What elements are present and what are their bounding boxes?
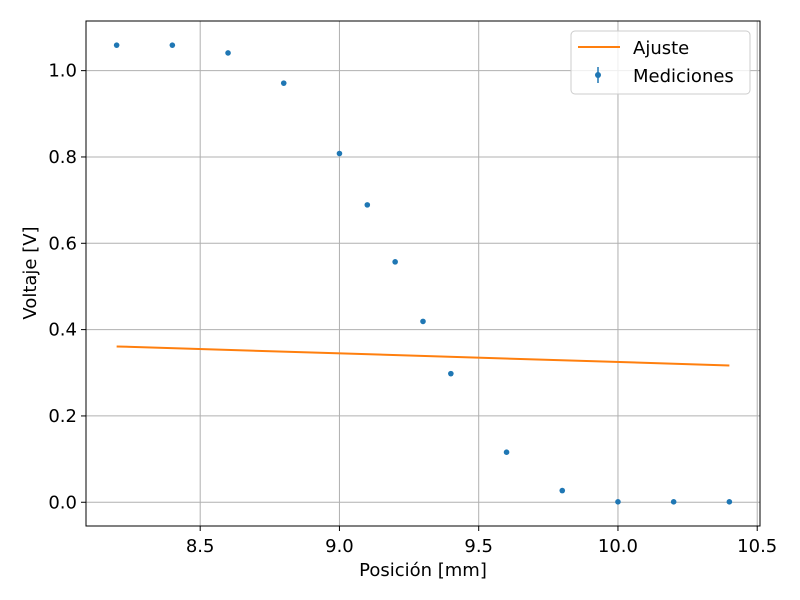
measurement-point	[392, 259, 398, 265]
legend-measurements-swatch	[595, 72, 601, 78]
y-tick-label: 0.0	[48, 492, 77, 513]
y-tick-label: 0.4	[48, 320, 77, 341]
y-tick-label: 0.6	[48, 233, 77, 254]
measurement-point	[280, 80, 287, 86]
measurement-point	[420, 318, 426, 325]
measurement-point	[670, 499, 677, 505]
measurement-point	[336, 150, 343, 157]
measurement-point	[169, 42, 176, 48]
measurement-point	[225, 50, 231, 56]
plot-frame	[85, 20, 761, 527]
y-axis-label: Voltaje [V]	[20, 226, 41, 319]
x-tick-label: 9.0	[325, 536, 354, 557]
y-tick-label: 0.2	[48, 406, 77, 427]
legend-fit-label: Ajuste	[633, 38, 689, 59]
plot-series	[113, 42, 733, 505]
measurement-point	[364, 202, 371, 208]
x-axis-label: Posición [mm]	[359, 560, 487, 581]
x-tick-label: 10.5	[737, 536, 777, 557]
legend: Ajuste Mediciones	[570, 30, 751, 95]
measurement-point	[448, 370, 454, 377]
x-tick-label: 10.0	[598, 536, 638, 557]
measurement-point	[113, 42, 120, 48]
y-tick-label: 1.0	[48, 61, 77, 82]
x-tick-label: 8.5	[186, 536, 215, 557]
fit-line	[116, 345, 730, 367]
legend-measurements-label: Mediciones	[633, 66, 734, 87]
x-axis-ticks: 8.5 9.0 9.5 10.0 10.5	[186, 526, 777, 557]
y-axis-ticks: 0.0 0.2 0.4 0.6 0.8 1.0	[48, 61, 86, 513]
measurement-point	[559, 487, 566, 494]
measurement-point	[615, 499, 621, 505]
measurement-point	[726, 499, 733, 505]
measurement-point	[503, 449, 510, 455]
x-tick-label: 9.5	[464, 536, 493, 557]
y-tick-label: 0.8	[48, 147, 77, 168]
